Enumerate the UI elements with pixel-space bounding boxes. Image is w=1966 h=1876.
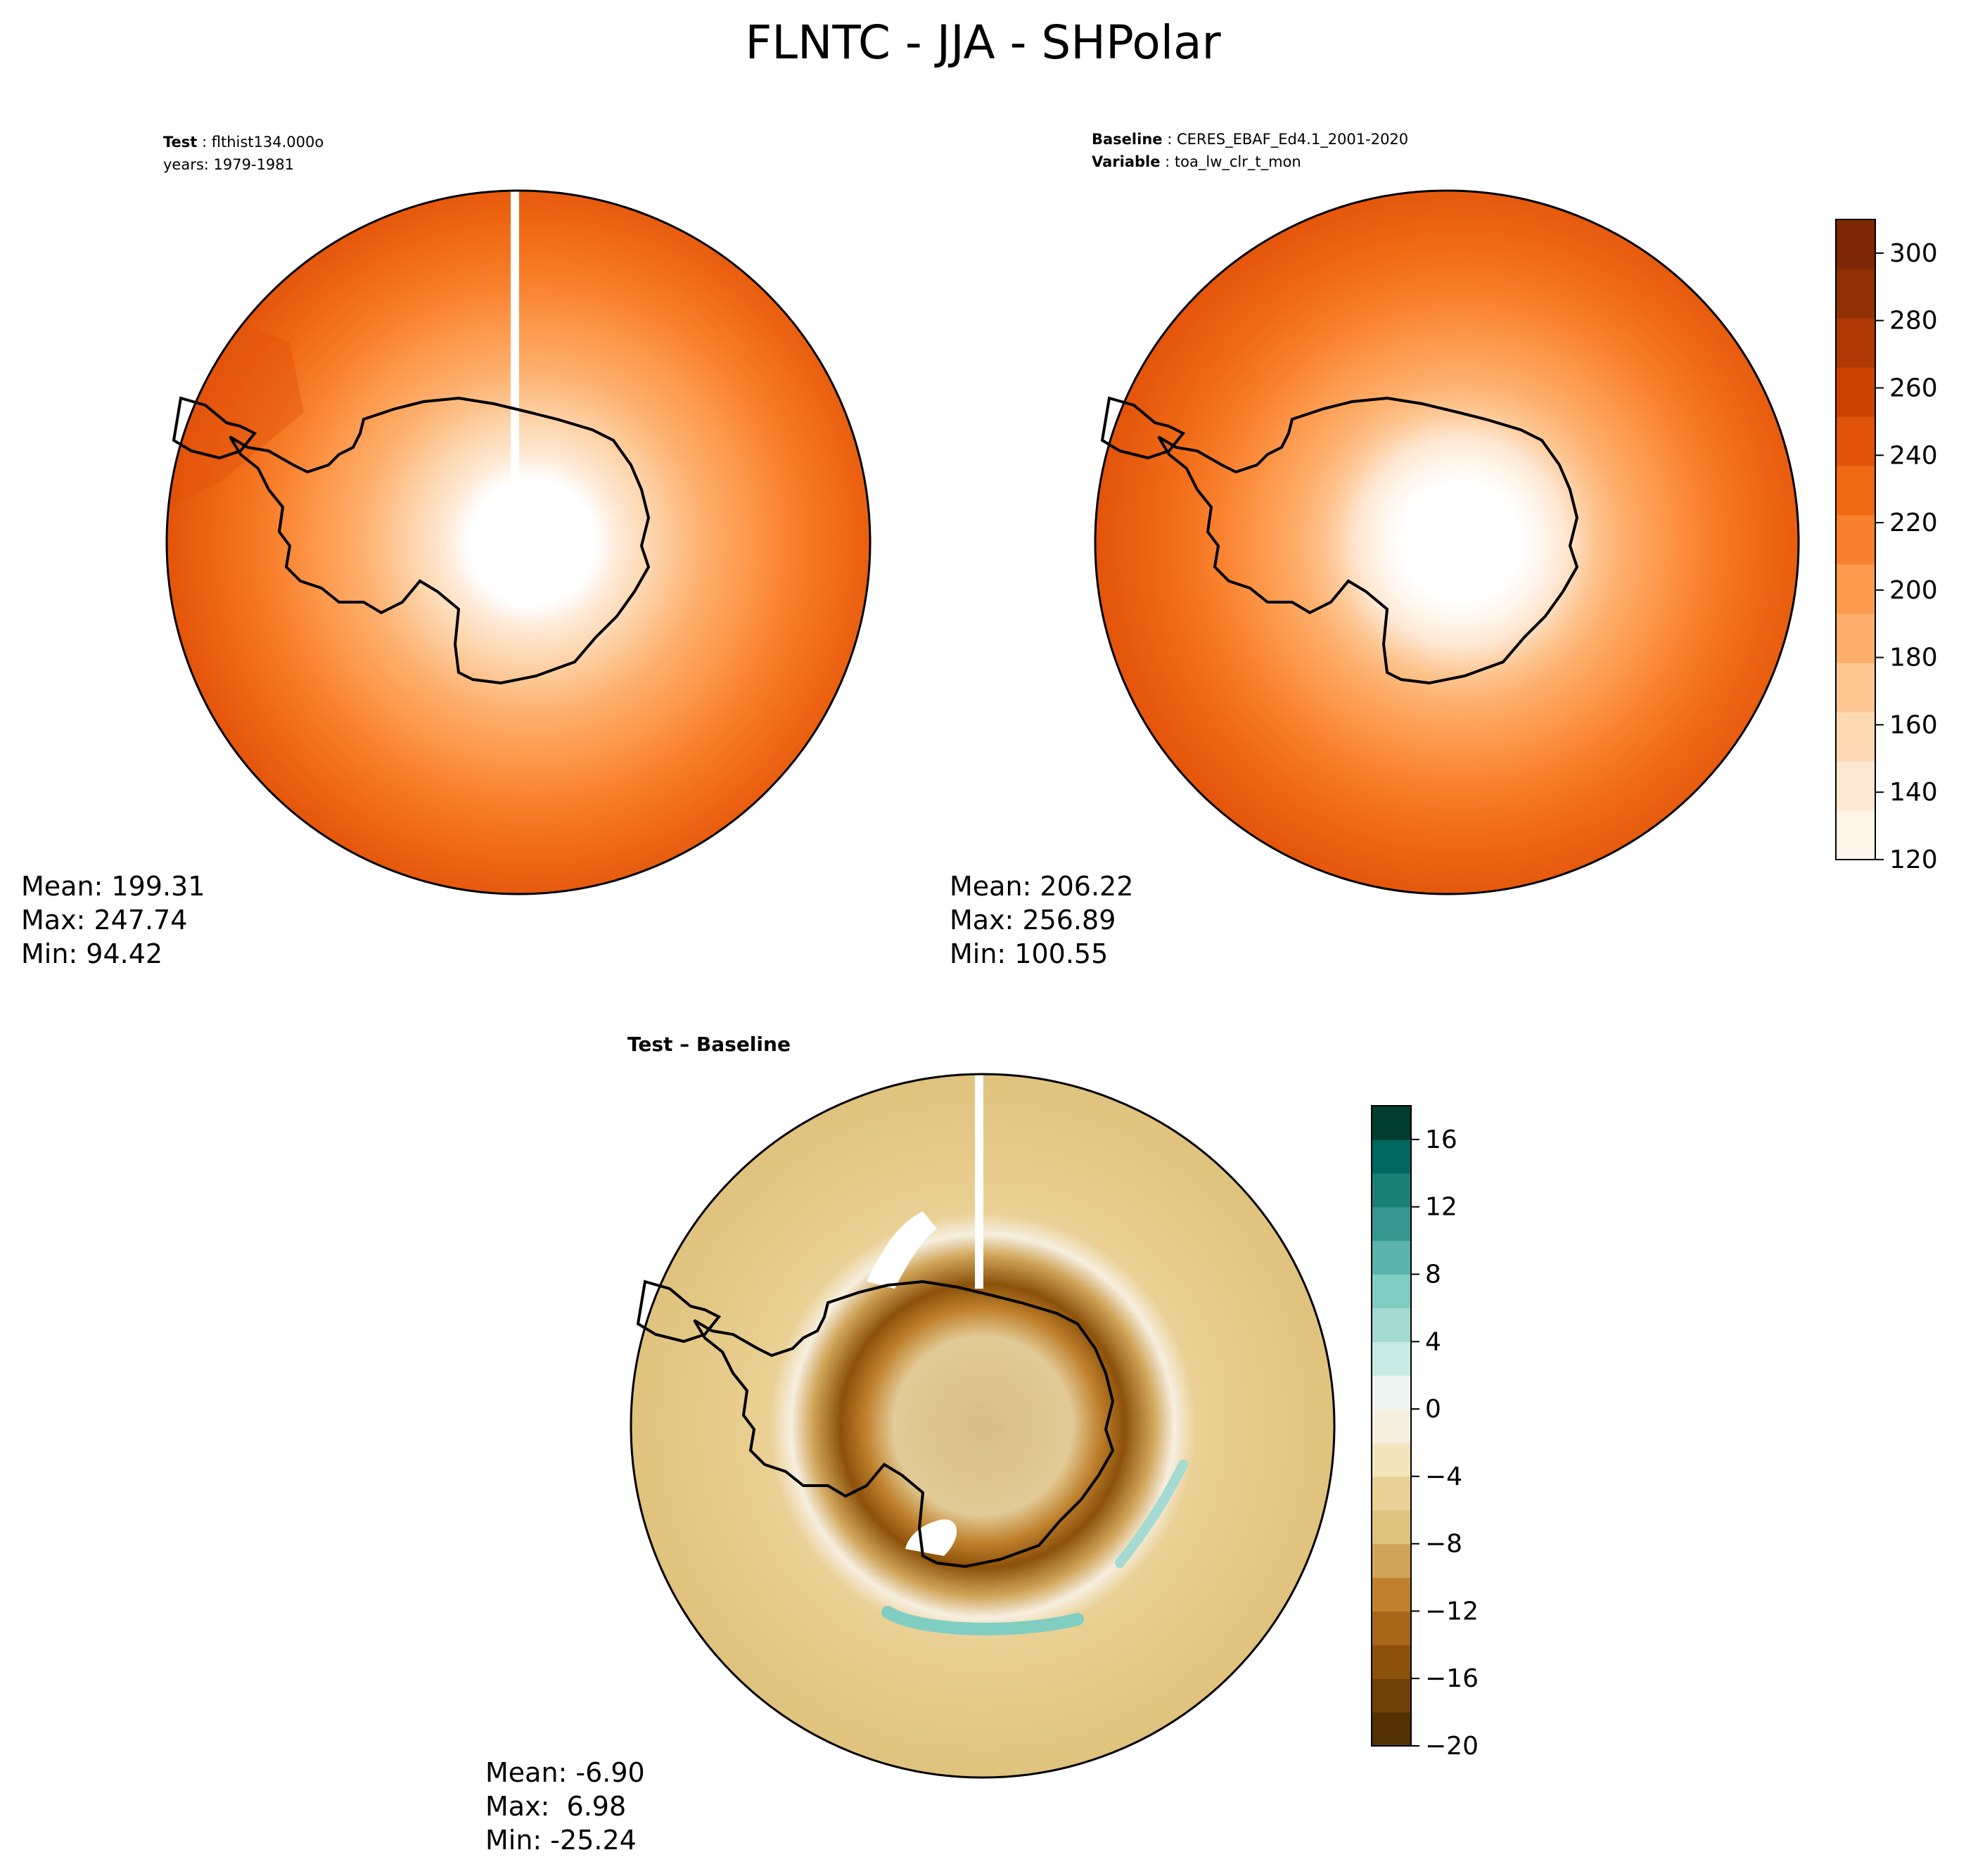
oranges-colorbar-segment bbox=[1836, 564, 1875, 614]
oranges-colorbar-segment bbox=[1836, 663, 1875, 713]
oranges-colorbar-tick-label: 200 bbox=[1889, 576, 1938, 605]
difference-min: Min: -25.24 bbox=[485, 1825, 637, 1856]
brbg-colorbar-tick-label: −4 bbox=[1425, 1462, 1462, 1491]
difference-max: Max: 6.98 bbox=[485, 1791, 627, 1822]
brbg-colorbar-tick-label: 8 bbox=[1425, 1260, 1441, 1289]
test-max: Max: 247.74 bbox=[21, 905, 188, 936]
difference-missing-strip bbox=[975, 1074, 983, 1289]
variable-label-key: Variable bbox=[1092, 153, 1161, 170]
baseline-max: Max: 256.89 bbox=[950, 905, 1116, 936]
difference-antarctica-coastline bbox=[693, 1280, 1115, 1569]
test-antarctica-coastline bbox=[229, 396, 651, 685]
difference-title: Test – Baseline bbox=[627, 1033, 791, 1056]
difference-positive-band bbox=[881, 1606, 1084, 1635]
difference-south-america-coastline bbox=[636, 1280, 722, 1344]
brbg-colorbar-segment bbox=[1372, 1510, 1411, 1545]
oranges-colorbar-segment bbox=[1836, 466, 1875, 516]
brbg-colorbar: −20 −16 −12 −8 −4 0 4 8 12 16 bbox=[1371, 1105, 1479, 1761]
baseline-label-value: CERES_EBAF_Ed4.1_2001-2020 bbox=[1176, 131, 1409, 148]
difference-map-boundary bbox=[630, 1073, 1336, 1779]
oranges-colorbar-tick-label: 220 bbox=[1889, 509, 1938, 537]
brbg-colorbar-segment bbox=[1372, 1173, 1411, 1208]
difference-missing-region-north bbox=[867, 1211, 937, 1289]
test-label-key: Test bbox=[163, 134, 198, 151]
brbg-colorbar-tick-label: −12 bbox=[1425, 1597, 1479, 1626]
test-meta: Test : flthist134.000o years: 1979-1981 bbox=[163, 131, 324, 176]
oranges-colorbar-segment bbox=[1836, 219, 1875, 269]
test-polar-map bbox=[165, 189, 872, 895]
difference-polar-map bbox=[630, 1073, 1336, 1779]
oranges-colorbar-segment bbox=[1836, 367, 1875, 417]
brbg-colorbar-segment bbox=[1372, 1206, 1411, 1242]
oranges-colorbar-tick-label: 280 bbox=[1889, 307, 1938, 336]
brbg-colorbar-segment bbox=[1372, 1308, 1411, 1342]
brbg-colorbar-segment bbox=[1372, 1409, 1411, 1443]
baseline-label-key: Baseline bbox=[1092, 131, 1163, 148]
oranges-colorbar-frame bbox=[1835, 219, 1876, 860]
oranges-colorbar-segment bbox=[1836, 810, 1875, 860]
oranges-colorbar-segment bbox=[1836, 613, 1875, 663]
test-years: years: 1979-1981 bbox=[163, 156, 295, 173]
baseline-field bbox=[1095, 191, 1799, 894]
test-label-value: flthist134.000o bbox=[211, 134, 324, 151]
test-south-america-coastline bbox=[172, 396, 257, 460]
brbg-colorbar-segment bbox=[1372, 1341, 1411, 1376]
brbg-colorbar-tick-label: −16 bbox=[1425, 1664, 1479, 1693]
oranges-colorbar-tick-label: 260 bbox=[1889, 374, 1938, 402]
brbg-colorbar-segment bbox=[1372, 1240, 1411, 1275]
difference-missing-region-south bbox=[905, 1519, 957, 1556]
difference-stats: Mean: -6.90 Max: 6.98 Min: -25.24 bbox=[485, 1756, 645, 1857]
test-mean: Mean: 199.31 bbox=[21, 871, 205, 902]
oranges-colorbar-tick-label: 160 bbox=[1889, 710, 1938, 739]
brbg-colorbar-segment bbox=[1372, 1543, 1411, 1578]
oranges-colorbar-segment bbox=[1836, 515, 1875, 565]
oranges-colorbar-tick-label: 240 bbox=[1889, 441, 1938, 470]
oranges-colorbar-segment bbox=[1836, 761, 1875, 811]
brbg-colorbar-tick-label: 4 bbox=[1425, 1327, 1441, 1356]
baseline-stats: Mean: 206.22 Max: 256.89 Min: 100.55 bbox=[950, 869, 1133, 971]
oranges-colorbar-segment bbox=[1836, 269, 1875, 319]
difference-mean: Mean: -6.90 bbox=[485, 1757, 645, 1788]
brbg-colorbar-tick-label: 0 bbox=[1425, 1395, 1441, 1424]
brbg-colorbar-tick-label: 16 bbox=[1425, 1125, 1457, 1154]
brbg-colorbar-segment bbox=[1372, 1106, 1411, 1140]
brbg-colorbar-tick-label: −20 bbox=[1425, 1732, 1479, 1761]
oranges-colorbar-segment bbox=[1836, 318, 1875, 368]
oranges-colorbar-tick-label: 140 bbox=[1889, 778, 1938, 807]
brbg-colorbar-segment bbox=[1372, 1611, 1411, 1645]
baseline-polar-map bbox=[1094, 189, 1800, 895]
baseline-map-boundary bbox=[1094, 189, 1800, 895]
baseline-mean: Mean: 206.22 bbox=[950, 871, 1134, 902]
oranges-colorbar-segment bbox=[1836, 416, 1875, 466]
test-min: Min: 94.42 bbox=[21, 938, 163, 969]
test-missing-strip bbox=[511, 191, 519, 483]
brbg-colorbar-segment bbox=[1372, 1375, 1411, 1410]
brbg-colorbar-segment bbox=[1372, 1476, 1411, 1511]
oranges-colorbar-tick-label: 120 bbox=[1889, 846, 1938, 874]
brbg-colorbar-tick-label: −8 bbox=[1425, 1530, 1462, 1559]
brbg-colorbar-tick-label: 12 bbox=[1425, 1193, 1457, 1222]
difference-positive-band-east bbox=[1115, 1460, 1188, 1568]
brbg-colorbar-segment bbox=[1372, 1645, 1411, 1679]
test-map-boundary bbox=[165, 189, 872, 895]
baseline-antarctica-coastline bbox=[1157, 396, 1579, 685]
baseline-south-america-coastline bbox=[1100, 396, 1186, 460]
oranges-colorbar-tick-label: 300 bbox=[1889, 239, 1938, 268]
brbg-colorbar-segment bbox=[1372, 1678, 1411, 1713]
baseline-min: Min: 100.55 bbox=[950, 938, 1109, 969]
brbg-colorbar-frame bbox=[1371, 1105, 1412, 1747]
oranges-colorbar-tick-label: 180 bbox=[1889, 644, 1938, 672]
brbg-colorbar-segment bbox=[1372, 1712, 1411, 1747]
brbg-colorbar-segment bbox=[1372, 1577, 1411, 1612]
test-stats: Mean: 199.31 Max: 247.74 Min: 94.42 bbox=[21, 869, 205, 971]
baseline-meta: Baseline : CERES_EBAF_Ed4.1_2001-2020 Va… bbox=[1092, 131, 1409, 170]
brbg-colorbar-segment bbox=[1372, 1442, 1411, 1477]
brbg-colorbar-segment bbox=[1372, 1274, 1411, 1308]
variable-label-value: toa_lw_clr_t_mon bbox=[1174, 153, 1301, 170]
oranges-colorbar-segment bbox=[1836, 712, 1875, 762]
brbg-colorbar-segment bbox=[1372, 1139, 1411, 1174]
figure-title: FLNTC - JJA - SHPolar bbox=[745, 15, 1221, 70]
oranges-colorbar: 120 140 160 180 200 220 240 260 280 300 bbox=[1835, 219, 1938, 874]
